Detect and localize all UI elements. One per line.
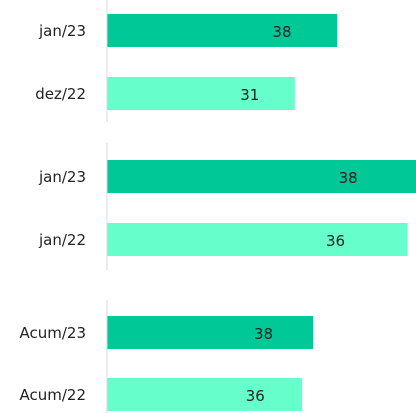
bar [107,77,295,110]
category-label: Acum/22 [19,386,86,404]
category-label: jan/23 [38,22,86,40]
value-label: 36 [326,232,345,250]
bar [107,223,408,256]
value-label: 31 [240,86,259,104]
bar [107,316,313,349]
category-label: jan/22 [38,231,86,249]
category-label: jan/23 [38,168,86,186]
value-label: 38 [339,169,358,187]
value-label: 36 [246,387,265,405]
value-label: 38 [272,23,291,41]
bar [107,378,303,411]
category-label: dez/22 [35,85,86,103]
value-label: 38 [254,325,273,343]
bar [107,14,338,47]
category-label: Acum/23 [19,324,86,342]
bar [107,160,416,193]
